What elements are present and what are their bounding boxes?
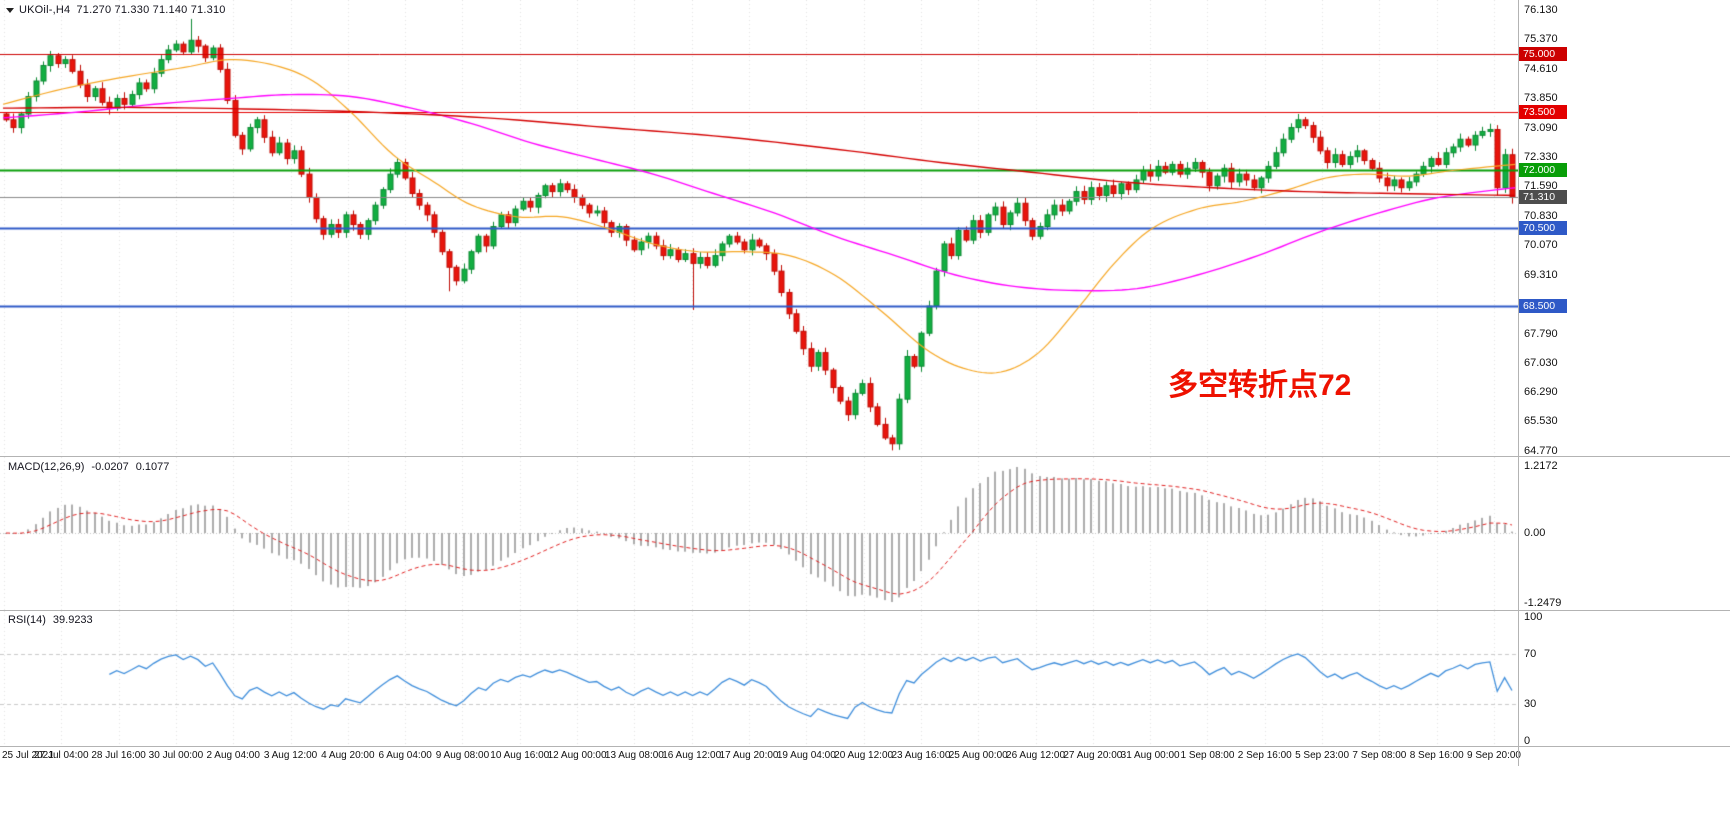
time-axis-label: 4 Aug 20:00 [321, 750, 375, 761]
rsi-axis-label: 0 [1524, 735, 1531, 747]
price-axis-label: 71.590 [1524, 180, 1558, 193]
chevron-down-icon[interactable] [6, 8, 14, 13]
macd-label: MACD(12,26,9) -0.0207 0.1077 [8, 461, 176, 473]
price-axis-label: 69.310 [1524, 268, 1558, 281]
time-axis-label: 19 Aug 04:00 [776, 750, 836, 761]
price-axis-label: 73.090 [1524, 121, 1558, 134]
price-chart-canvas[interactable] [0, 0, 1518, 456]
time-axis-label: 1 Sep 08:00 [1180, 750, 1235, 761]
time-axis-label: 30 Jul 00:00 [148, 750, 204, 761]
macd-value-main: -0.0207 [91, 461, 129, 473]
macd-name: MACD(12,26,9) [8, 461, 85, 473]
time-axis-label: 2 Aug 04:00 [206, 750, 260, 761]
time-axis-label: 28 Jul 16:00 [91, 750, 146, 761]
price-axis-label: 74.610 [1524, 62, 1558, 75]
rsi-canvas[interactable] [0, 611, 1518, 746]
chart-text-annotation: 多空转折点72 [1168, 369, 1352, 402]
quote-bar: UKOil-,H4 71.270 71.330 71.140 71.310 [6, 4, 226, 16]
price-level-tag[interactable]: 73.500 [1519, 105, 1567, 120]
time-axis-label: 31 Aug 00:00 [1120, 750, 1180, 761]
time-axis-label: 16 Aug 12:00 [662, 750, 722, 761]
price-axis-label: 65.530 [1524, 415, 1558, 428]
time-axis-label: 8 Sep 16:00 [1409, 750, 1464, 761]
time-axis-label: 26 Aug 12:00 [1006, 750, 1066, 761]
time-axis-label: 25 Aug 00:00 [948, 750, 1008, 761]
price-axis-label: 73.850 [1524, 92, 1558, 105]
price-level-tag[interactable]: 75.000 [1519, 46, 1567, 61]
panel-separator[interactable] [0, 456, 1730, 457]
current-price-tag: 71.310 [1519, 190, 1567, 205]
macd-canvas[interactable] [0, 457, 1518, 610]
macd-value-signal: 0.1077 [135, 461, 170, 473]
rsi-value: 39.9233 [52, 614, 93, 626]
time-axis-label: 27 Jul 04:00 [34, 750, 89, 761]
macd-axis-label: 1.2172 [1524, 460, 1558, 472]
price-axis-label: 64.770 [1524, 444, 1558, 457]
price-axis-label: 67.030 [1524, 357, 1558, 370]
time-axis-label: 12 Aug 00:00 [547, 750, 607, 761]
price-axis-label: 70.070 [1524, 239, 1558, 252]
time-axis-label: 6 Aug 04:00 [378, 750, 432, 761]
time-axis-label: 20 Aug 12:00 [834, 750, 894, 761]
macd-axis-label: -1.2479 [1524, 597, 1562, 609]
price-level-tag[interactable]: 70.500 [1519, 221, 1567, 236]
rsi-axis-label: 70 [1524, 648, 1537, 661]
time-axis-label: 7 Sep 08:00 [1352, 750, 1407, 761]
time-axis-label: 17 Aug 20:00 [719, 750, 779, 761]
symbol-period-label: UKOil-,H4 [19, 4, 71, 16]
time-axis-label: 25 Jul 2021 [2, 750, 54, 761]
axis-divider [1518, 0, 1519, 766]
price-axis-label: 72.330 [1524, 151, 1558, 164]
macd-axis-label: 0.00 [1524, 527, 1546, 539]
ohlc-values: 71.270 71.330 71.140 71.310 [76, 4, 226, 16]
time-axis-label: 27 Aug 20:00 [1063, 750, 1123, 761]
panel-separator [0, 746, 1730, 747]
time-axis-label: 2 Sep 16:00 [1237, 750, 1292, 761]
time-axis-label: 3 Aug 12:00 [263, 750, 318, 761]
price-level-tag[interactable]: 72.000 [1519, 163, 1567, 178]
time-axis: 25 Jul 2021 27 Jul 04:00 28 Jul 16:00 30 Ju… [0, 750, 1730, 766]
price-axis-label: 75.370 [1524, 33, 1558, 46]
rsi-axis-label: 30 [1524, 697, 1537, 710]
panel-separator[interactable] [0, 610, 1730, 611]
time-axis-label: 23 Aug 16:00 [891, 750, 951, 761]
rsi-label: RSI(14) 39.9233 [8, 614, 100, 626]
price-axis-label: 70.830 [1524, 209, 1558, 222]
time-axis-label: 13 Aug 08:00 [604, 750, 664, 761]
rsi-axis-label: 100 [1524, 611, 1543, 623]
price-level-tag[interactable]: 68.500 [1519, 299, 1567, 314]
time-axis-label: 5 Sep 23:00 [1295, 750, 1350, 761]
time-axis-label: 9 Sep 20:00 [1467, 750, 1521, 761]
time-axis-label: 10 Aug 16:00 [490, 750, 550, 761]
price-axis-label: 66.290 [1524, 385, 1558, 398]
time-axis-label: 9 Aug 08:00 [435, 750, 490, 761]
price-axis-label: 67.790 [1524, 327, 1558, 340]
price-axis-label: 76.130 [1524, 4, 1558, 16]
rsi-name: RSI(14) [8, 614, 46, 626]
